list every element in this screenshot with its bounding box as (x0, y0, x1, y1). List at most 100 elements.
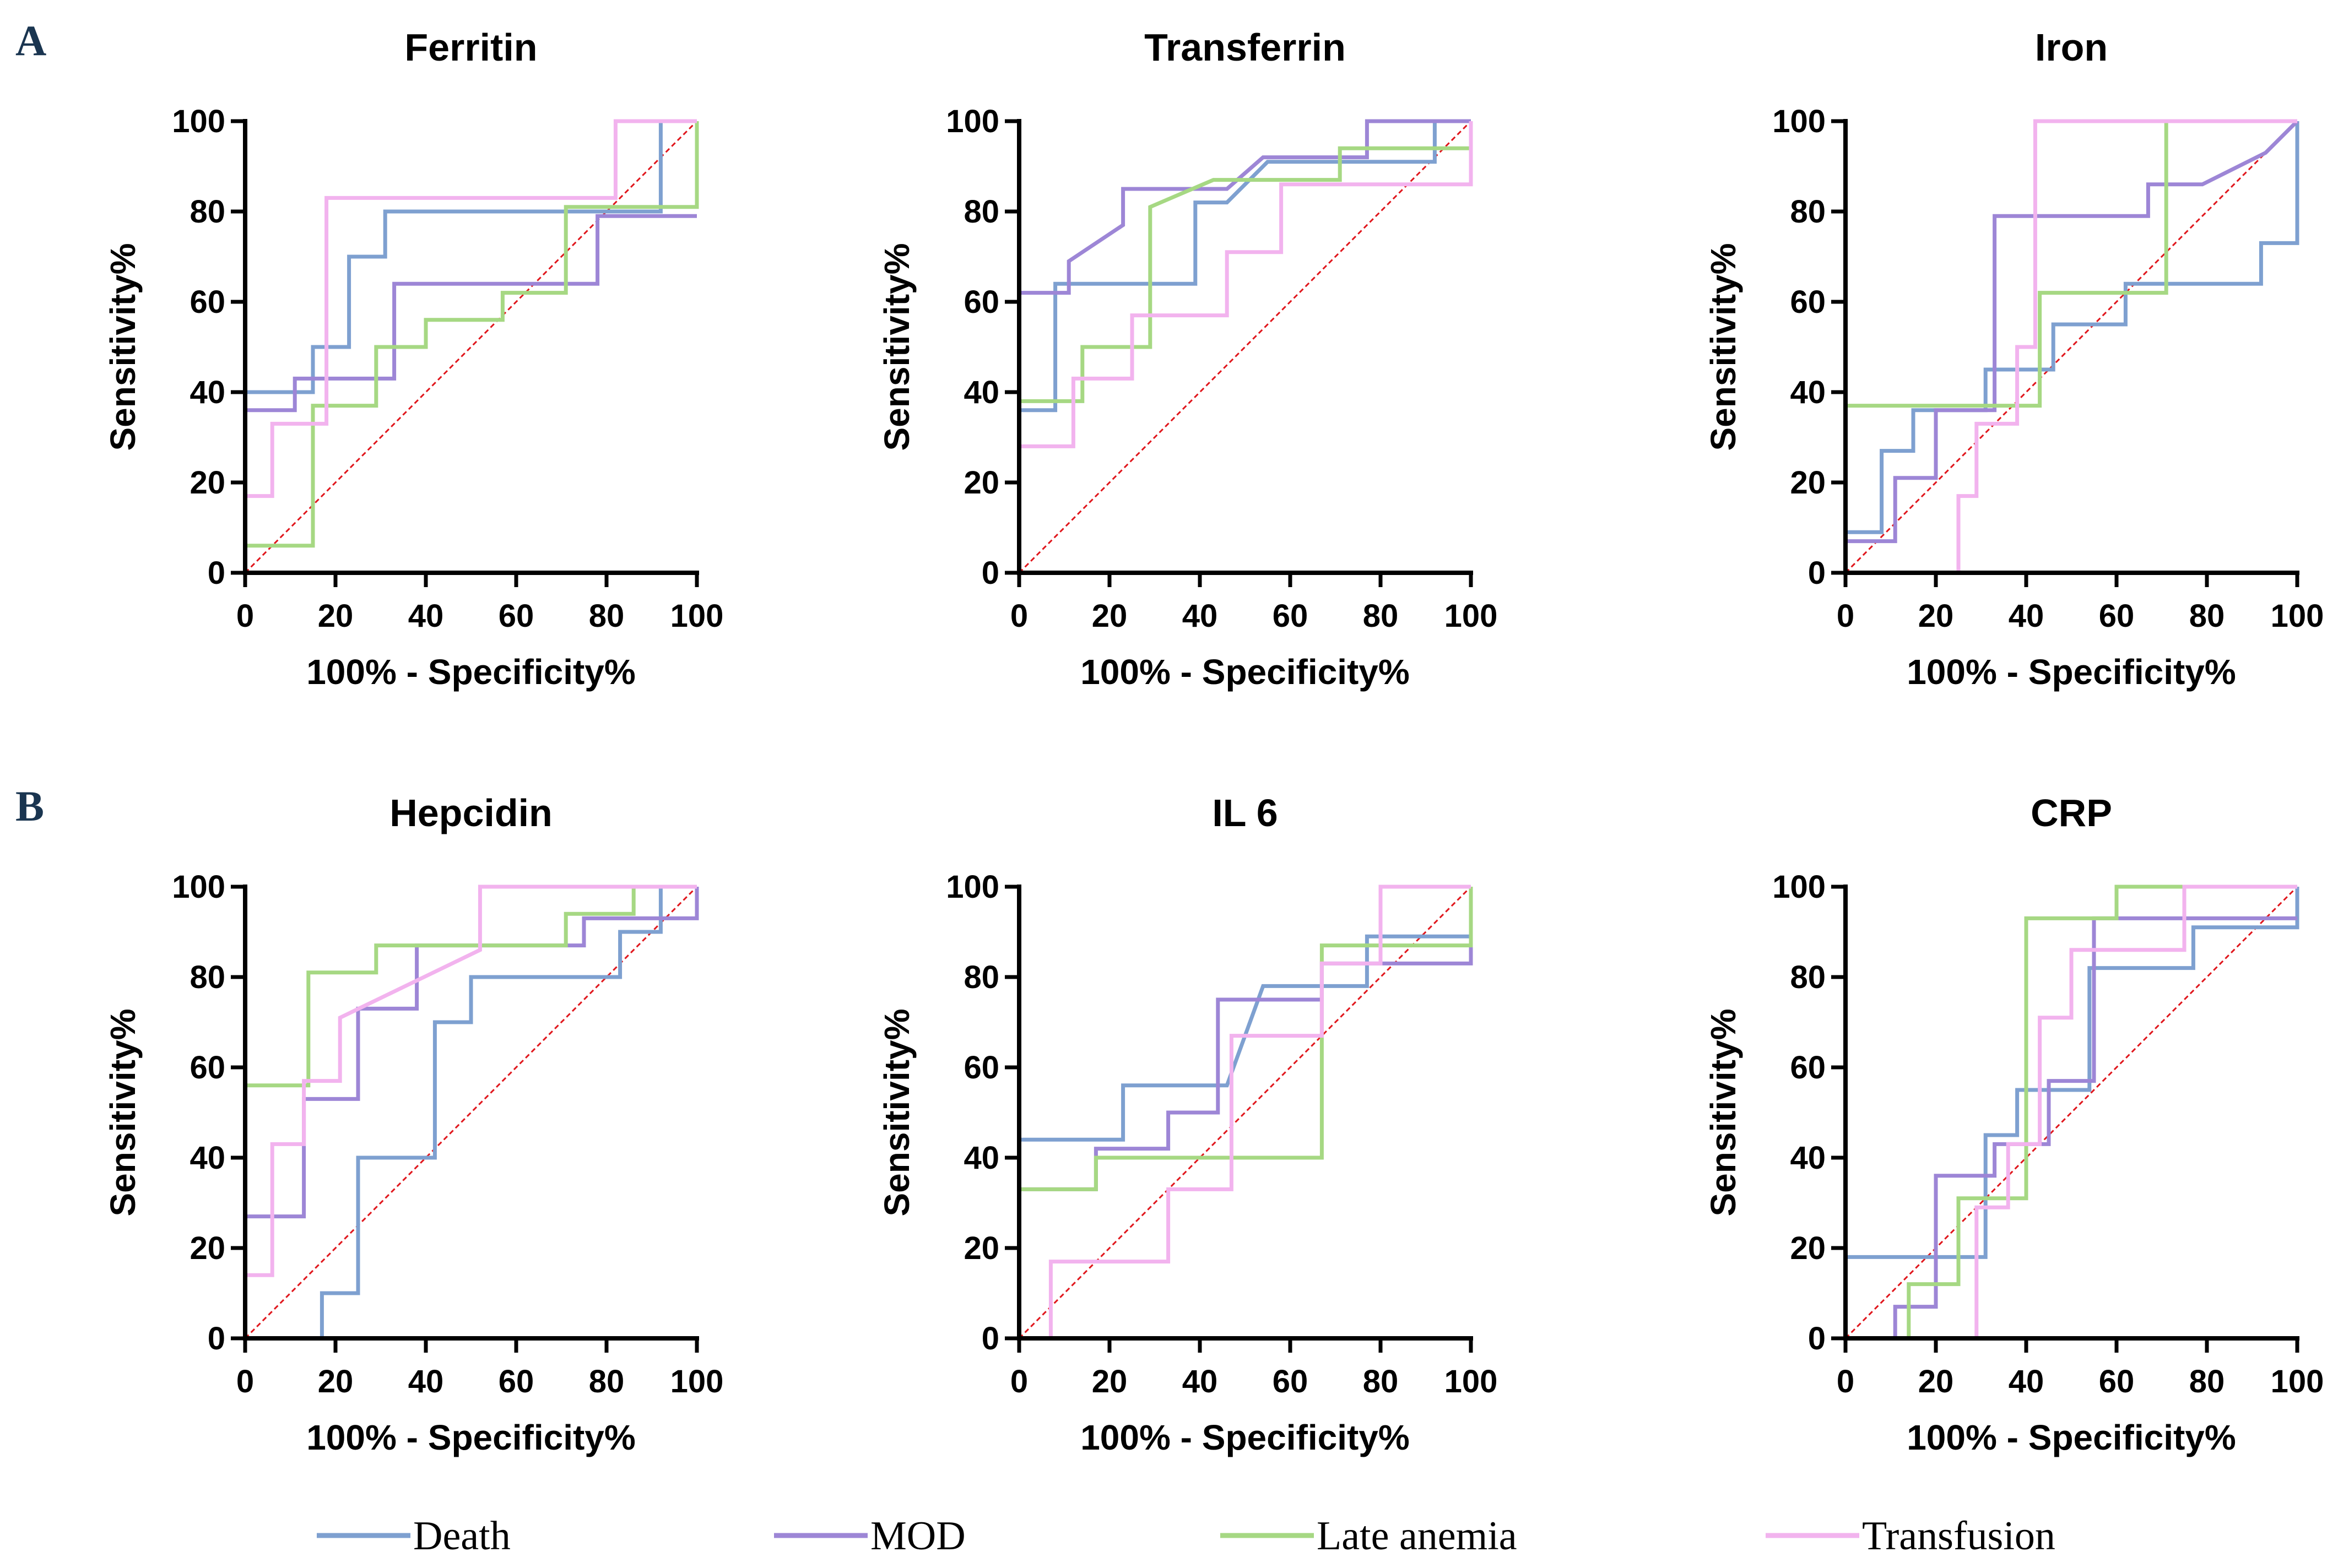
x-tick-label: 40 (2009, 598, 2044, 634)
y-tick-label: 80 (964, 959, 999, 995)
y-tick-label: 40 (190, 375, 225, 410)
x-tick-label: 100 (670, 598, 724, 634)
panel-label-a: A (15, 17, 46, 64)
plot-title-ferritin: Ferritin (404, 26, 537, 69)
x-tick-label: 80 (1363, 598, 1399, 634)
y-axis-label: Sensitivity% (877, 1008, 917, 1216)
y-tick-label: 100 (946, 869, 999, 905)
x-tick-label: 0 (1837, 598, 1854, 634)
roc-curve-transfusion (1017, 121, 1473, 573)
legend-item-transfusion: Transfusion (1766, 1513, 2055, 1559)
x-tick-label: 100 (670, 1364, 724, 1399)
x-tick-label: 60 (2099, 1364, 2135, 1399)
reference-line (1018, 120, 1472, 574)
roc-curve-late-anemia (243, 885, 697, 1338)
x-tick-label: 80 (2189, 598, 2225, 634)
x-tick-label: 80 (589, 1364, 625, 1399)
roc-curve-transfusion (243, 885, 697, 1338)
roc-curve-transfusion (1845, 119, 2297, 575)
x-tick-label: 20 (318, 1364, 354, 1399)
roc-curve-transfusion (1845, 885, 2297, 1341)
x-tick-label: 20 (1918, 1364, 1954, 1399)
y-tick-label: 20 (964, 465, 999, 501)
legend-label-late-anemia: Late anemia (1317, 1513, 1517, 1559)
x-tick-label: 60 (499, 598, 534, 634)
y-tick-label: 80 (1790, 959, 1826, 995)
roc-curve-late-anemia (1845, 885, 2297, 1341)
x-tick-label: 20 (1092, 1364, 1128, 1399)
y-tick-label: 80 (964, 194, 999, 230)
y-tick-label: 0 (208, 1321, 225, 1357)
reference-line (1844, 886, 2298, 1339)
x-tick-label: 20 (1092, 598, 1128, 634)
x-tick-label: 0 (1010, 1364, 1028, 1399)
plot-title-il-6: IL 6 (1212, 791, 1278, 834)
y-tick-label: 0 (1808, 1321, 1826, 1357)
y-tick-label: 40 (964, 375, 999, 410)
y-tick-label: 80 (190, 959, 225, 995)
roc-curve-death (243, 119, 697, 573)
x-tick-label: 20 (318, 598, 354, 634)
x-tick-label: 80 (589, 598, 625, 634)
plot-hepcidin: Hepcidin 0 20 40 60 80 100 0 20 40 60 80 100 100% - S… (103, 791, 723, 1457)
y-tick-label: 40 (964, 1140, 999, 1176)
y-tick-label: 0 (982, 1321, 999, 1357)
x-tick-label: 60 (1273, 1364, 1308, 1399)
reference-line (244, 120, 698, 574)
plot-title-crp: CRP (2031, 791, 2112, 834)
roc-curve-death (245, 885, 697, 1341)
y-axis-label: Sensitivity% (877, 243, 917, 451)
x-tick-label: 0 (236, 1364, 254, 1399)
x-tick-label: 60 (499, 1364, 534, 1399)
x-axis-label: 100% - Specificity% (1080, 652, 1410, 692)
x-axis-label: 100% - Specificity% (1907, 652, 2236, 692)
y-tick-label: 80 (190, 194, 225, 230)
x-tick-label: 100 (2271, 598, 2324, 634)
legend-label-mod: MOD (870, 1513, 966, 1559)
y-tick-label: 60 (964, 1050, 999, 1086)
y-tick-label: 20 (190, 1230, 225, 1266)
roc-curve-mod (1017, 119, 1471, 573)
x-axis-label: 100% - Specificity% (1907, 1418, 2236, 1457)
x-tick-label: 60 (2099, 598, 2135, 634)
roc-curve-late-anemia (1017, 887, 1473, 1338)
legend-label-death: Death (413, 1513, 511, 1559)
y-axis-label: Sensitivity% (1703, 243, 1743, 451)
y-axis-label: Sensitivity% (1703, 1008, 1743, 1216)
roc-curve-mod (243, 214, 697, 573)
roc-plots: Ferritin 0 20 40 60 80 100 0 20 40 60 80 100 100% - S… (103, 26, 2324, 1457)
x-tick-label: 60 (1273, 598, 1308, 634)
panel-label-b: B (15, 782, 44, 830)
x-tick-label: 80 (1363, 1364, 1399, 1399)
roc-curve-transfusion (1019, 885, 1471, 1341)
x-tick-label: 80 (2189, 1364, 2225, 1399)
x-tick-label: 100 (2271, 1364, 2324, 1399)
plot-title-hepcidin: Hepcidin (389, 791, 553, 834)
roc-curve-late-anemia (243, 121, 699, 573)
x-tick-label: 40 (1182, 1364, 1218, 1399)
legend-item-late-anemia: Late anemia (1220, 1513, 1517, 1559)
x-tick-label: 0 (236, 598, 254, 634)
y-tick-label: 60 (1790, 1050, 1826, 1086)
y-tick-label: 0 (1808, 555, 1826, 591)
reference-line (1018, 886, 1472, 1339)
y-tick-label: 60 (964, 284, 999, 320)
x-tick-label: 100 (1444, 1364, 1498, 1399)
legend-label-transfusion: Transfusion (1862, 1513, 2055, 1559)
roc-curve-mod (243, 887, 699, 1338)
roc-curve-transfusion (243, 119, 697, 573)
x-axis-label: 100% - Specificity% (1080, 1418, 1410, 1457)
y-tick-label: 100 (172, 869, 225, 905)
legend-item-mod: MOD (774, 1513, 966, 1559)
y-axis-label: Sensitivity% (103, 1008, 143, 1216)
y-tick-label: 20 (1790, 465, 1826, 501)
roc-curve-death (1843, 121, 2299, 573)
plot-title-iron: Iron (2035, 26, 2108, 69)
roc-curve-late-anemia (1017, 121, 1473, 573)
plot-transferrin: Transferrin 0 20 40 60 80 100 0 20 40 60 80 100 100% … (877, 26, 1497, 692)
y-tick-label: 40 (1790, 1140, 1826, 1176)
y-tick-label: 20 (964, 1230, 999, 1266)
roc-curve-death (1843, 887, 2299, 1338)
plot-crp: CRP 0 20 40 60 80 100 0 20 40 60 80 100 100% - Specif… (1703, 791, 2324, 1457)
